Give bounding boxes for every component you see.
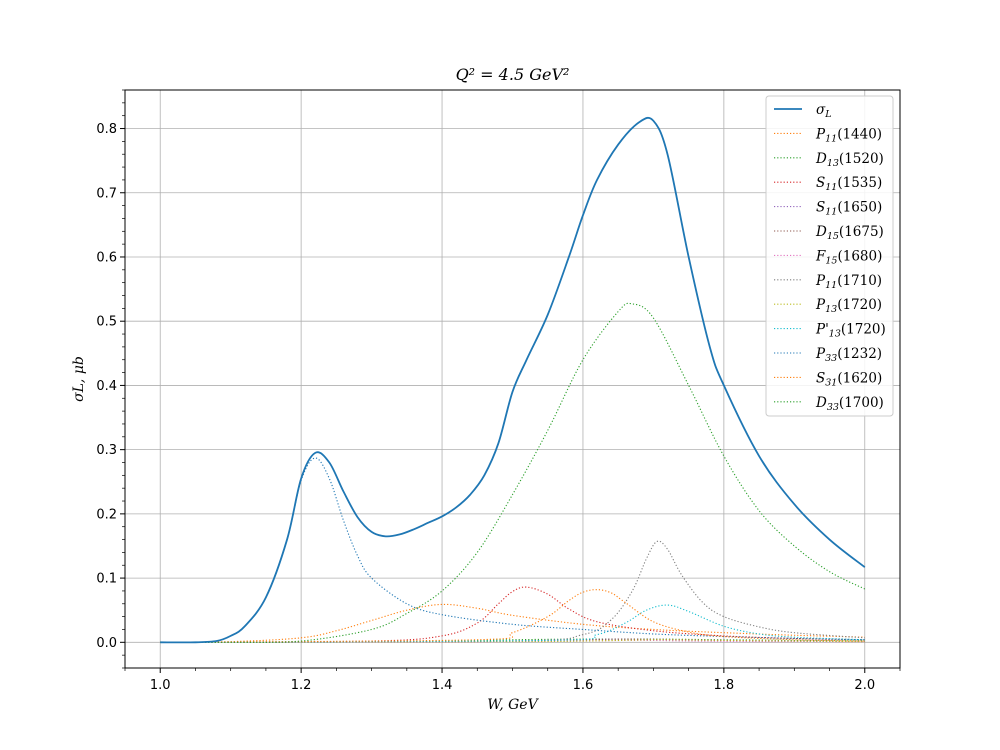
y-tick-label: 0.4 <box>96 379 117 394</box>
axes: 1.0 1.2 1.4 1.6 1.8 2.0 0.0 0.1 0.2 0.3 0.4 0.5 0.6 0… <box>71 89 901 713</box>
y-tick-label: 0.7 <box>96 186 117 201</box>
x-tick-label: 1.6 <box>573 678 594 693</box>
y-tick-label: 0.2 <box>96 507 117 522</box>
x-tick-label: 1.8 <box>714 678 735 693</box>
y-tick-label: 0.0 <box>96 636 117 651</box>
legend-entry: P11(1710) <box>815 273 882 291</box>
series-line <box>160 603 865 643</box>
y-tick-label: 0.5 <box>96 315 117 330</box>
legend-entry: S11(1650) <box>816 200 882 218</box>
legend-entry: S11(1535) <box>816 175 882 193</box>
legend-entry: S31(1620) <box>816 370 882 388</box>
legend-entry: P'13(1720) <box>815 322 886 340</box>
x-tick-label: 2.0 <box>854 678 875 693</box>
legend-entry: P11(1440) <box>815 126 882 144</box>
y-tick-label: 0.6 <box>96 250 117 265</box>
legend-entry: F15(1680) <box>815 248 882 266</box>
legend-entry: P13(1720) <box>815 297 882 315</box>
legend: σL P11(1440) D13(1520) S11(1535) S11(1650) D1… <box>765 95 894 417</box>
series-line <box>160 302 866 643</box>
chart-title: Q² = 4.5 GeV² <box>456 65 570 84</box>
legend-entry: P33(1232) <box>815 346 882 364</box>
x-axis-label: W, GeV <box>487 697 539 713</box>
series-line <box>160 457 865 643</box>
series-line <box>160 540 865 643</box>
y-tick-label: 0.8 <box>96 122 117 137</box>
chart-title-text: Q² = 4.5 GeV² <box>456 65 570 84</box>
series-group <box>160 116 866 644</box>
series-line <box>160 604 865 643</box>
legend-entry: D13(1520) <box>815 151 884 169</box>
series-line <box>160 586 865 643</box>
series-line <box>160 116 866 644</box>
x-tick-label: 1.2 <box>291 678 312 693</box>
x-tick-label: 1.4 <box>432 678 453 693</box>
legend-entry: D33(1700) <box>815 395 884 413</box>
y-tick-label: 0.1 <box>96 572 117 587</box>
legend-entry: D15(1675) <box>815 224 884 242</box>
legend-entry: σL <box>816 102 832 120</box>
y-tick-label: 0.3 <box>96 443 117 458</box>
y-axis-label: σL, μb <box>71 356 87 402</box>
legend-box <box>765 95 894 417</box>
x-tick-label: 1.0 <box>150 678 171 693</box>
